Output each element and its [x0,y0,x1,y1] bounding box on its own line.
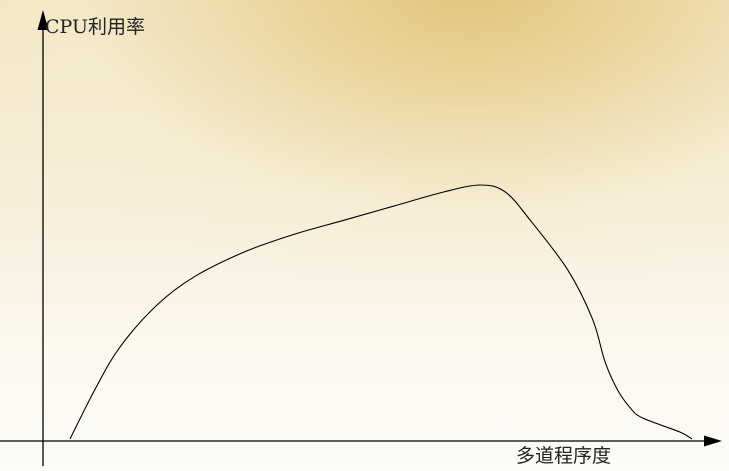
x-axis-label: 多道程序度 [516,445,611,467]
series-layer [69,184,693,440]
axes [0,10,722,466]
y-axis-arrow [37,10,49,30]
series-line-0 [69,184,693,440]
y-axis-label: CPU利用率 [45,16,145,38]
x-axis-arrow [704,435,722,447]
